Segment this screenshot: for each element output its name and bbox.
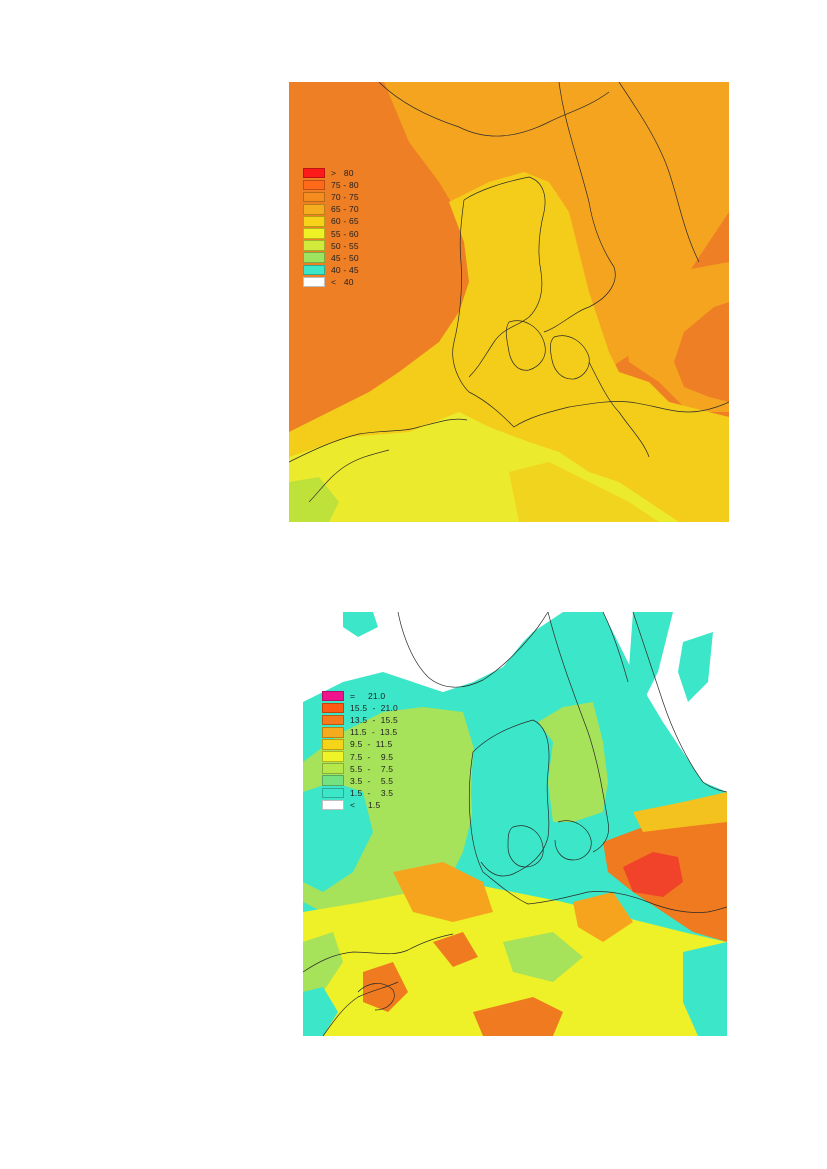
legend-swatch <box>303 167 325 179</box>
legend-swatch <box>303 276 325 288</box>
bottom-map-legend: = 21.0 15.5 - 21.0 13.5 - 15.5 11.5 - 13… <box>322 690 398 811</box>
legend-entry: 15.5 - 21.0 <box>322 702 398 714</box>
legend-swatch <box>303 216 325 227</box>
legend-entry: 7.5 - 9.5 <box>322 750 398 762</box>
legend-label: 60 - 65 <box>331 216 359 227</box>
legend-entry: 65 - 70 <box>303 203 359 215</box>
top-map: > 80 75 - 80 70 - 75 65 - 70 60 - 65 55 … <box>289 82 729 522</box>
legend-entry: 1.5 - 3.5 <box>322 787 398 799</box>
legend-swatch <box>322 727 344 738</box>
legend-label: < 1.5 <box>350 799 381 810</box>
legend-label: 65 - 70 <box>331 204 359 215</box>
bottom-map: = 21.0 15.5 - 21.0 13.5 - 15.5 11.5 - 13… <box>303 612 727 1036</box>
legend-label: < 40 <box>331 276 354 287</box>
legend-label: 13.5 - 15.5 <box>350 715 398 726</box>
legend-swatch <box>303 252 325 263</box>
legend-label: 9.5 - 11.5 <box>350 739 393 750</box>
legend-label: 11.5 - 13.5 <box>350 727 398 738</box>
norway-land <box>393 612 543 692</box>
top-map-raster <box>289 82 729 522</box>
legend-label: 40 - 45 <box>331 264 359 275</box>
legend-swatch <box>322 751 344 762</box>
legend-swatch <box>322 702 344 714</box>
legend-swatch <box>322 763 344 774</box>
baltic-core <box>623 852 683 897</box>
legend-swatch <box>322 690 344 702</box>
legend-entry: 13.5 - 15.5 <box>322 714 398 726</box>
legend-entry: 5.5 - 7.5 <box>322 763 398 775</box>
legend-label: 7.5 - 9.5 <box>350 751 394 762</box>
legend-entry: 60 - 65 <box>303 215 359 227</box>
legend-entry: 70 - 75 <box>303 191 359 203</box>
south-orange <box>393 862 493 922</box>
coastlines <box>289 82 729 503</box>
legend-entry: 3.5 - 5.5 <box>322 775 398 787</box>
legend-label: 50 - 55 <box>331 240 359 251</box>
legend-swatch <box>303 179 325 191</box>
legend-entry: 75 - 80 <box>303 179 359 191</box>
top-map-legend: > 80 75 - 80 70 - 75 65 - 70 60 - 65 55 … <box>303 167 359 288</box>
legend-entry: 40 - 45 <box>303 264 359 276</box>
legend-swatch <box>303 264 325 276</box>
legend-swatch <box>322 775 344 786</box>
norway-orange <box>409 82 589 127</box>
legend-swatch <box>322 739 344 750</box>
legend-swatch <box>322 787 344 799</box>
green-patch <box>289 477 339 522</box>
kattegat <box>538 702 608 822</box>
legend-label: 45 - 50 <box>331 252 359 263</box>
legend-entry: 11.5 - 13.5 <box>322 726 398 738</box>
legend-label: 70 - 75 <box>331 192 359 203</box>
legend-entry: 45 - 50 <box>303 252 359 264</box>
legend-swatch <box>303 228 325 239</box>
legend-entry: > 80 <box>303 167 359 179</box>
legend-entry: < 1.5 <box>322 799 398 811</box>
legend-label: > 80 <box>331 168 354 179</box>
legend-label: = 21.0 <box>350 691 386 702</box>
legend-swatch <box>303 204 325 215</box>
legend-label: 3.5 - 5.5 <box>350 775 394 786</box>
legend-entry: = 21.0 <box>322 690 398 702</box>
legend-swatch <box>322 714 344 726</box>
legend-label: 75 - 80 <box>331 180 359 191</box>
legend-swatch <box>322 799 344 811</box>
legend-label: 1.5 - 3.5 <box>350 787 394 798</box>
baltic-hotspot <box>674 302 729 402</box>
legend-swatch <box>303 240 325 251</box>
sea-blob <box>343 612 378 637</box>
legend-label: 15.5 - 21.0 <box>350 703 398 714</box>
bottom-map-raster <box>303 612 727 1036</box>
south-land-east <box>509 462 659 522</box>
legend-label: 55 - 60 <box>331 228 359 239</box>
legend-entry: < 40 <box>303 276 359 288</box>
legend-entry: 9.5 - 11.5 <box>322 738 398 750</box>
legend-entry: 50 - 55 <box>303 240 359 252</box>
denmark <box>471 722 553 872</box>
legend-label: 5.5 - 7.5 <box>350 763 394 774</box>
legend-swatch <box>303 191 325 203</box>
legend-entry: 55 - 60 <box>303 227 359 239</box>
coastlines <box>303 612 727 1036</box>
